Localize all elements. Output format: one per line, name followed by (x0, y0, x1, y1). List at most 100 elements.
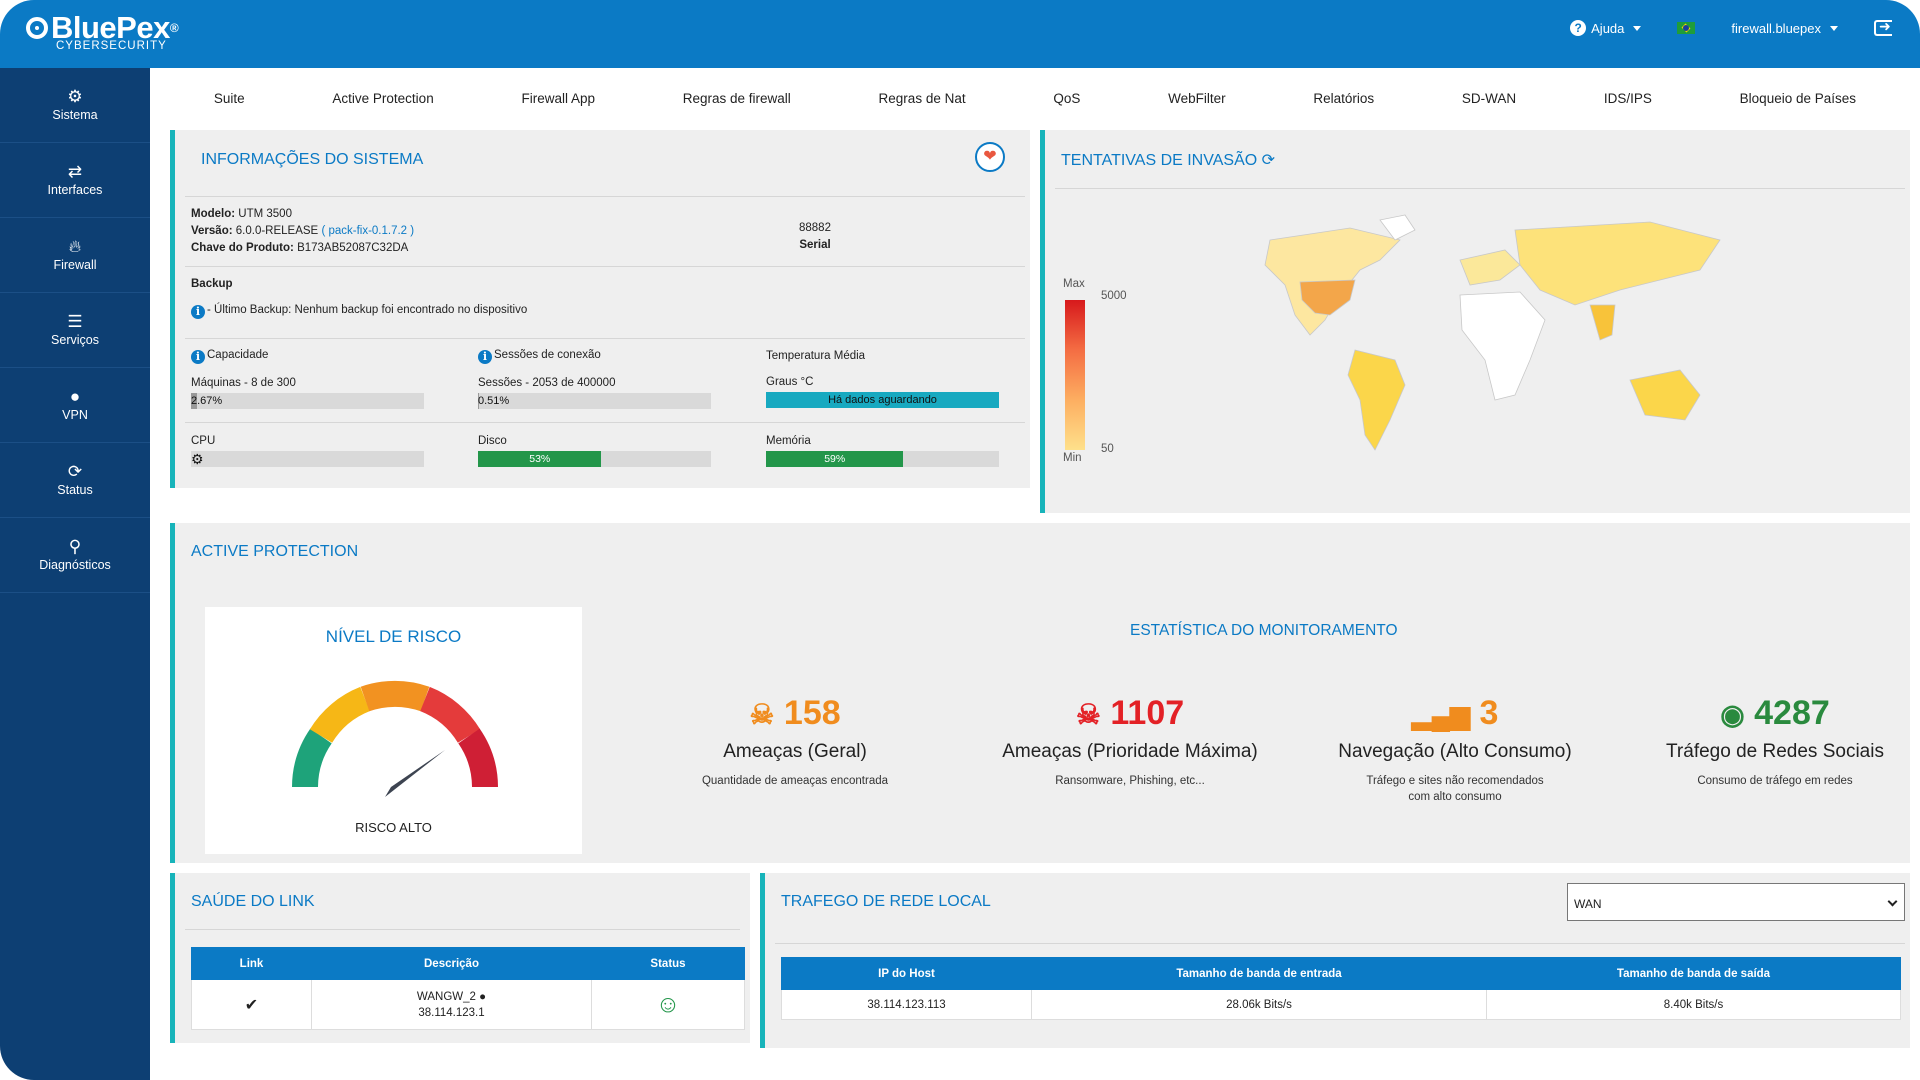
panel-title: SAÚDE DO LINK (191, 893, 315, 910)
chevron-down-icon (1830, 25, 1838, 31)
chevron-down-icon (1633, 25, 1642, 31)
stat-social[interactable]: ◉ 4287 Tráfego de Redes Sociais Consumo … (1625, 693, 1920, 789)
gauge-needle (385, 750, 445, 797)
map-region-greenland[interactable] (1379, 214, 1416, 241)
stat-value: 4287 (1754, 694, 1830, 732)
stat-desc: Tráfego e sites não recomendados com alt… (1366, 775, 1544, 803)
sidebar-item-label: Sistema (52, 108, 98, 122)
stat-desc: Consumo de tráfego em redes (1697, 775, 1853, 787)
logo[interactable]: BluePex ® CYBERSECURITY (26, 10, 179, 52)
stat-value: 3 (1479, 694, 1499, 732)
legend-min-value: 50 (1101, 443, 1114, 455)
model-value: UTM 3500 (238, 208, 292, 220)
signal-icon: ▂▄▆ (1411, 700, 1471, 730)
info-icon: i (191, 305, 205, 319)
version-label: Versão: (191, 225, 233, 237)
sidebar-item-interfaces[interactable]: ⇄ Interfaces (0, 143, 150, 218)
stat-threats-critical[interactable]: ☠ 1107 Ameaças (Prioridade Máxima) Ranso… (965, 693, 1295, 789)
logout-icon (1874, 18, 1892, 36)
nav-webfilter[interactable]: WebFilter (1168, 90, 1226, 106)
nav-country-block[interactable]: Bloqueio de Países (1739, 90, 1857, 106)
map-region-australia[interactable] (1629, 369, 1701, 421)
serial-label: Serial (799, 239, 831, 251)
fire-icon: 🔥︎ (68, 237, 82, 256)
language-selector[interactable] (1677, 22, 1696, 34)
backup-title: Backup (191, 278, 233, 290)
arrows-icon: ⇄ (67, 162, 83, 181)
sidebar-item-servicos[interactable]: ☰ Serviços (0, 293, 150, 368)
map-region-asia[interactable] (1514, 221, 1721, 306)
version-value: 6.0.0-RELEASE (235, 225, 319, 237)
nav-qos[interactable]: QoS (1053, 90, 1081, 106)
user-menu[interactable]: firewall.bluepex (1731, 21, 1838, 36)
help-menu[interactable]: ? Ajuda (1570, 20, 1642, 36)
sidebar-item-status[interactable]: ⟳ Status (0, 443, 150, 518)
sidebar-item-sistema[interactable]: ⚙ Sistema (0, 68, 150, 143)
refresh-icon[interactable]: ⟳ (1261, 152, 1276, 169)
sessions-label: i Sessões de conexão (478, 349, 601, 364)
column-header: Tamanho de banda de saída (1486, 957, 1901, 990)
check-circle-icon: ✔ (191, 979, 312, 1030)
sidebar-item-vpn[interactable]: ● VPN (0, 368, 150, 443)
refresh-icon: ⟳ (67, 462, 83, 481)
stat-desc: Quantidade de ameaças encontrada (701, 775, 889, 787)
intrusion-map-panel: TENTATIVAS DE INVASÃO ⟳ Max 5000 50 Min (1040, 130, 1910, 513)
sidebar-item-firewall[interactable]: 🔥︎ Firewall (0, 218, 150, 293)
stat-threats-general[interactable]: ☠ 158 Ameaças (Geral) Quantidade de amea… (645, 693, 945, 789)
skull-icon: ☠ (1075, 699, 1101, 730)
info-icon[interactable]: i (478, 350, 492, 364)
search-icon: ⚲ (68, 537, 82, 556)
select-value: WAN (1574, 897, 1602, 911)
column-header: IP do Host (781, 957, 1032, 990)
sessions-label-text: Sessões de conexão (494, 349, 601, 361)
top-nav: Suite Active Protection Firewall App Reg… (150, 68, 1920, 128)
map-title: TENTATIVAS DE INVASÃO (1061, 152, 1258, 169)
stat-value: 1107 (1110, 694, 1185, 732)
risk-gauge (292, 680, 498, 797)
sidebar: ⚙ Sistema ⇄ Interfaces 🔥︎ Firewall ☰ Serviço… (0, 68, 150, 1080)
stat-navigation[interactable]: ▂▄▆ 3 Navegação (Alto Consumo) Tráfego e… (1305, 693, 1605, 805)
sessions-fill (478, 393, 480, 409)
info-icon[interactable]: i (191, 350, 205, 364)
world-map[interactable] (1230, 210, 1740, 470)
nav-firewall-app[interactable]: Firewall App (521, 90, 595, 106)
nav-suite[interactable]: Suite (213, 90, 245, 106)
panel-title: INFORMAÇÕES DO SISTEMA (201, 151, 424, 168)
system-details: Modelo: UTM 3500 Versão: 6.0.0-RELEASE (… (191, 206, 414, 257)
map-region-usa[interactable] (1299, 279, 1356, 316)
sessions-pct: 0.51% (478, 395, 510, 407)
temperature-status: Há dados aguardando (828, 394, 937, 406)
temperature-bar: Há dados aguardando (766, 392, 999, 408)
brand-name: BluePex (51, 10, 170, 45)
legend-min-label: Min (1063, 452, 1082, 464)
logout-button[interactable] (1874, 18, 1892, 36)
help-label: Ajuda (1591, 20, 1625, 36)
health-icon[interactable]: ❤ (975, 142, 1005, 172)
nav-sd-wan[interactable]: SD-WAN (1461, 90, 1517, 106)
map-region-south-america[interactable] (1347, 349, 1406, 451)
stat-name: Tráfego de Redes Sociais (1666, 741, 1884, 762)
pack-link[interactable]: ( pack-fix-0.1.7.2 ) (321, 225, 415, 237)
nav-active-protection[interactable]: Active Protection (332, 90, 434, 106)
column-header: Tamanho de banda de entrada (1031, 957, 1487, 990)
backup-text: - Último Backup: Nenhum backup foi encon… (207, 304, 528, 316)
nav-nat-rules[interactable]: Regras de Nat (878, 90, 966, 106)
column-header: Link (191, 947, 312, 980)
capacity-bar: 2.67% (191, 393, 424, 409)
cpu-label: CPU (191, 435, 216, 447)
user-label: firewall.bluepex (1731, 20, 1821, 36)
sidebar-item-label: Diagnósticos (39, 558, 111, 572)
map-region-india[interactable] (1589, 304, 1616, 341)
interface-select[interactable]: WAN (1567, 883, 1905, 921)
nav-reports[interactable]: Relatórios (1313, 90, 1375, 106)
sessions-sub: Sessões - 2053 de 400000 (478, 377, 616, 389)
sidebar-item-label: Status (57, 483, 93, 497)
map-region-africa[interactable] (1459, 291, 1546, 401)
nav-ids-ips[interactable]: IDS/IPS (1603, 90, 1652, 106)
map-region-europe[interactable] (1459, 249, 1521, 286)
panel-title: TRAFEGO DE REDE LOCAL (781, 893, 991, 910)
logo-icon (26, 17, 48, 39)
sidebar-item-diagnosticos[interactable]: ⚲ Diagnósticos (0, 518, 150, 593)
nav-firewall-rules[interactable]: Regras de firewall (682, 90, 791, 106)
